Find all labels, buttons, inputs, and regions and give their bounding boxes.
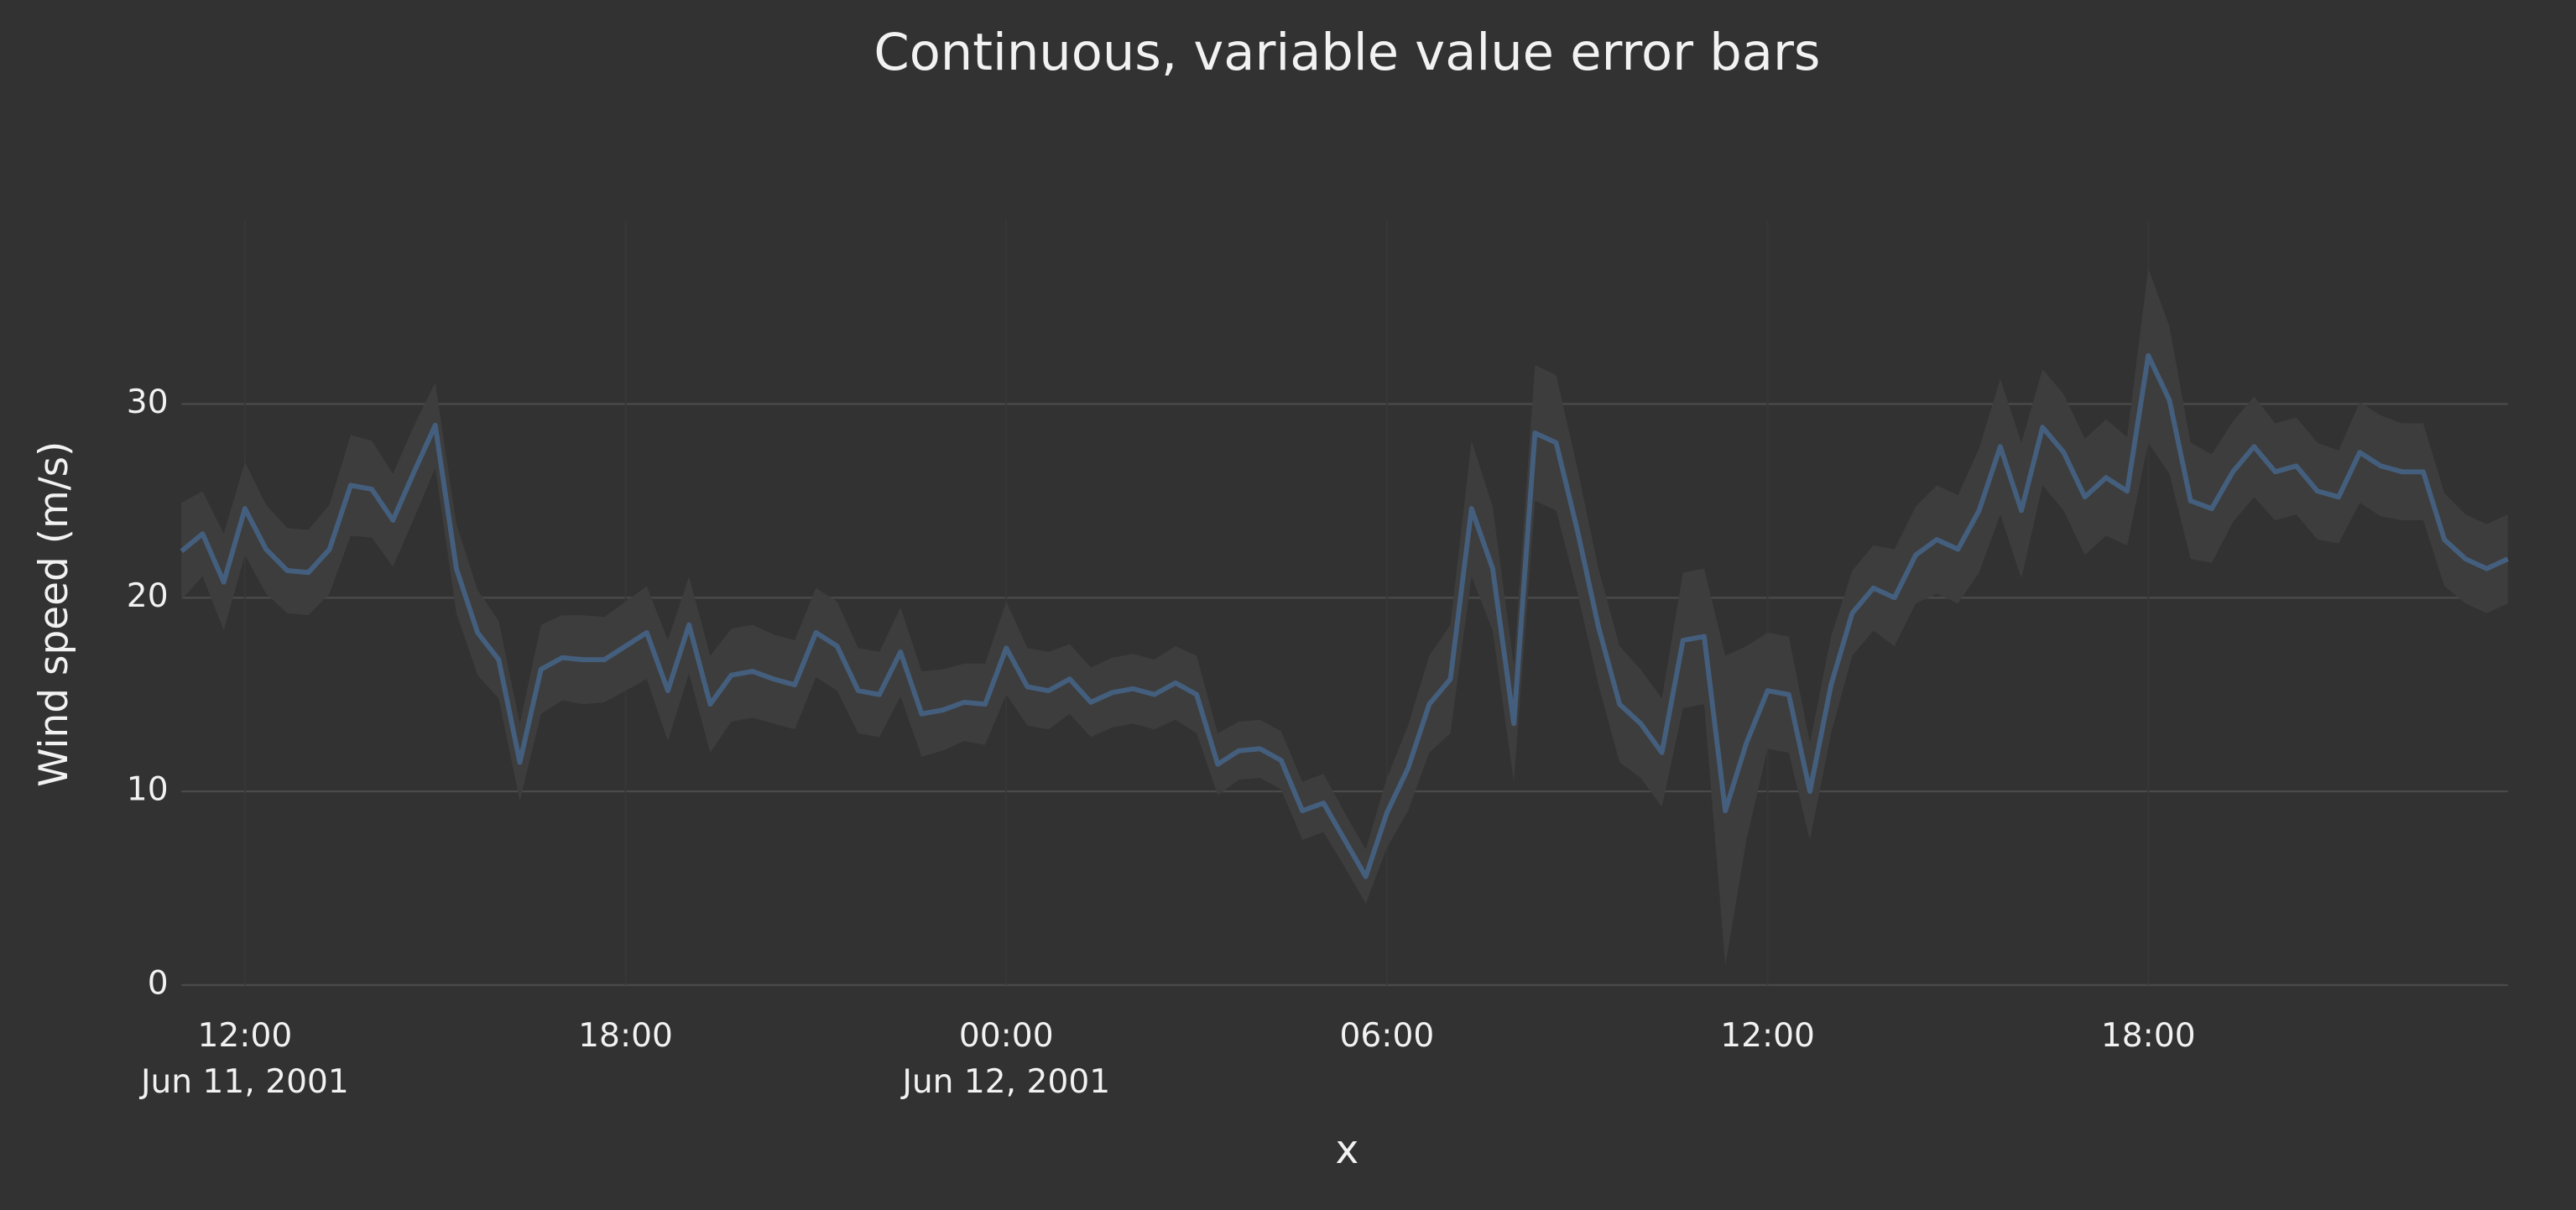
y-axis-title: Wind speed (m/s) [31, 441, 77, 787]
x-tick-date-label: Jun 12, 2001 [900, 1063, 1110, 1101]
x-tick-label: 12:00 [1720, 1017, 1815, 1055]
y-tick-label: 0 [148, 964, 169, 1002]
y-tick-label: 20 [127, 577, 169, 615]
x-tick-label: 00:00 [959, 1017, 1054, 1055]
y-tick-label: 30 [127, 383, 169, 421]
x-tick-label: 18:00 [578, 1017, 673, 1055]
error-band [181, 268, 2508, 966]
chart-title: Continuous, variable value error bars [873, 23, 1820, 82]
line [180, 352, 2509, 879]
x-axis-title: x [1336, 1127, 1359, 1173]
y-tick-label: 10 [127, 771, 169, 809]
x-tick-label: 18:00 [2101, 1017, 2196, 1055]
x-tick-label: 12:00 [197, 1017, 292, 1055]
x-tick-date-label: Jun 11, 2001 [138, 1063, 349, 1101]
x-tick-label: 06:00 [1340, 1017, 1435, 1055]
